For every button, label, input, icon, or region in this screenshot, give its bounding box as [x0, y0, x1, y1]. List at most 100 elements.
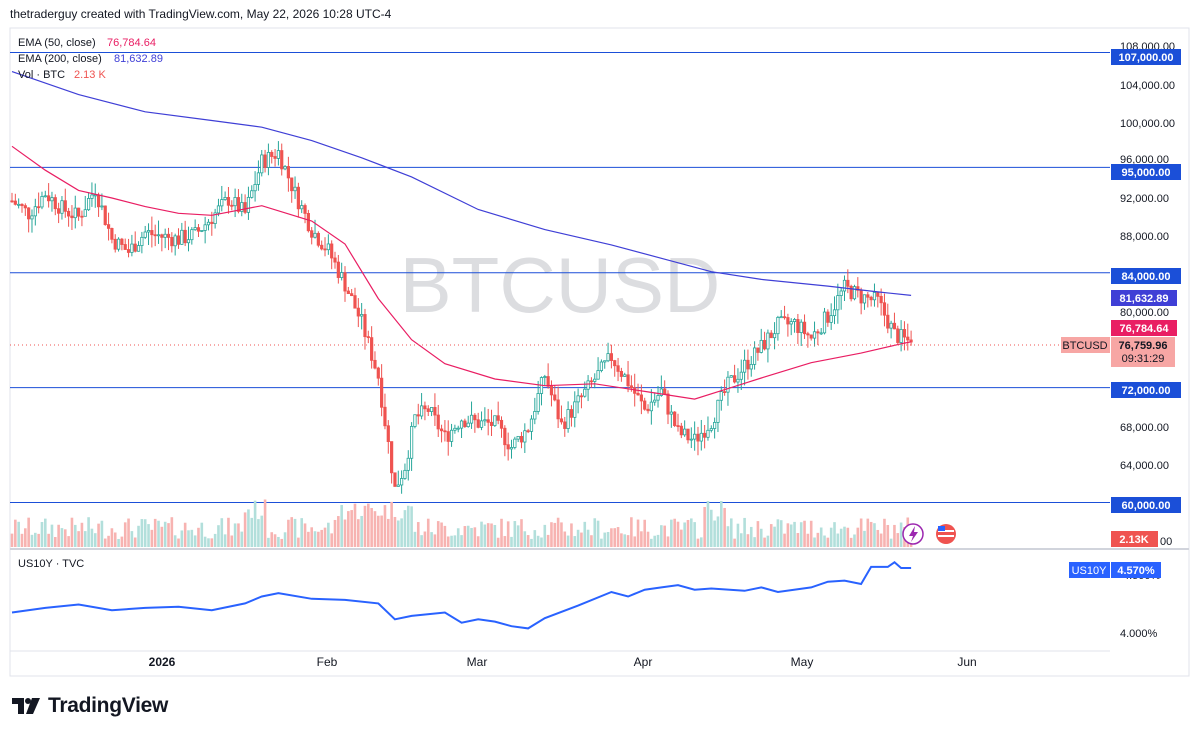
- candle[interactable]: [812, 331, 817, 339]
- candle[interactable]: [123, 244, 127, 250]
- candle[interactable]: [426, 408, 430, 412]
- candle[interactable]: [459, 420, 464, 429]
- candle[interactable]: [27, 207, 31, 220]
- candle[interactable]: [553, 394, 557, 401]
- candle[interactable]: [489, 421, 494, 426]
- candle[interactable]: [766, 332, 770, 350]
- candle[interactable]: [889, 322, 893, 329]
- candle[interactable]: [200, 230, 204, 232]
- candle[interactable]: [779, 316, 783, 319]
- candle[interactable]: [53, 197, 57, 210]
- candle[interactable]: [419, 405, 424, 417]
- candle[interactable]: [383, 406, 387, 427]
- candle[interactable]: [303, 205, 307, 214]
- candle[interactable]: [543, 376, 547, 378]
- candle[interactable]: [376, 367, 380, 379]
- candle[interactable]: [380, 377, 384, 408]
- candle[interactable]: [636, 392, 640, 396]
- candle[interactable]: [250, 190, 254, 198]
- candle[interactable]: [713, 422, 717, 429]
- candle[interactable]: [203, 224, 207, 231]
- candle[interactable]: [643, 400, 647, 410]
- candle[interactable]: [113, 238, 117, 250]
- candle[interactable]: [326, 243, 330, 251]
- candle[interactable]: [130, 243, 134, 253]
- candle[interactable]: [220, 199, 224, 207]
- candle[interactable]: [739, 371, 743, 380]
- candle[interactable]: [296, 186, 300, 210]
- candle[interactable]: [253, 184, 257, 192]
- candle[interactable]: [423, 405, 427, 410]
- candle[interactable]: [340, 272, 344, 278]
- candle[interactable]: [729, 375, 733, 378]
- candle[interactable]: [886, 314, 890, 329]
- candle[interactable]: [749, 363, 753, 370]
- candle[interactable]: [806, 333, 810, 336]
- candle[interactable]: [663, 388, 667, 395]
- candle[interactable]: [736, 378, 740, 383]
- candle[interactable]: [506, 444, 510, 450]
- candle[interactable]: [519, 435, 524, 443]
- candle[interactable]: [323, 248, 327, 251]
- candle[interactable]: [792, 319, 797, 322]
- candle[interactable]: [223, 196, 227, 200]
- candle[interactable]: [386, 425, 390, 442]
- candle[interactable]: [846, 279, 850, 287]
- candle[interactable]: [466, 422, 470, 427]
- candle[interactable]: [619, 370, 623, 377]
- candle[interactable]: [363, 314, 367, 338]
- candle[interactable]: [703, 432, 707, 438]
- candle[interactable]: [206, 221, 211, 226]
- candle[interactable]: [77, 207, 81, 217]
- candle[interactable]: [50, 197, 54, 202]
- candle[interactable]: [772, 333, 777, 339]
- candle[interactable]: [686, 428, 690, 441]
- candle[interactable]: [283, 166, 287, 170]
- candle[interactable]: [30, 215, 34, 220]
- candle[interactable]: [583, 388, 587, 397]
- candle[interactable]: [473, 414, 477, 421]
- candle[interactable]: [573, 401, 577, 418]
- candle[interactable]: [656, 395, 660, 401]
- candle[interactable]: [866, 294, 870, 298]
- candle[interactable]: [892, 322, 897, 330]
- candle[interactable]: [659, 388, 663, 396]
- candle[interactable]: [333, 257, 337, 263]
- candle[interactable]: [23, 205, 27, 209]
- candle[interactable]: [616, 365, 620, 372]
- candle[interactable]: [346, 290, 350, 295]
- candle[interactable]: [802, 321, 807, 335]
- candle[interactable]: [403, 469, 407, 479]
- candle[interactable]: [852, 286, 857, 300]
- candle[interactable]: [336, 261, 340, 278]
- candle[interactable]: [330, 243, 334, 259]
- candle[interactable]: [429, 407, 434, 412]
- candle[interactable]: [263, 154, 267, 168]
- candle[interactable]: [486, 419, 490, 423]
- candle[interactable]: [476, 419, 480, 428]
- candle[interactable]: [836, 295, 840, 311]
- candle[interactable]: [409, 426, 414, 459]
- candle[interactable]: [60, 200, 64, 214]
- candle[interactable]: [443, 430, 447, 433]
- candle[interactable]: [683, 428, 687, 436]
- candle[interactable]: [13, 200, 17, 205]
- candle[interactable]: [236, 197, 241, 212]
- candle[interactable]: [483, 419, 487, 422]
- candle[interactable]: [133, 243, 137, 252]
- candle[interactable]: [233, 197, 237, 207]
- candle[interactable]: [596, 370, 600, 380]
- candle[interactable]: [566, 409, 570, 429]
- candle[interactable]: [593, 378, 597, 382]
- candle[interactable]: [353, 295, 357, 309]
- candle[interactable]: [136, 245, 141, 252]
- candle[interactable]: [246, 196, 251, 213]
- candle[interactable]: [799, 321, 803, 333]
- candle[interactable]: [343, 272, 347, 292]
- candle[interactable]: [809, 334, 813, 339]
- candle[interactable]: [859, 289, 863, 304]
- candle[interactable]: [436, 414, 440, 430]
- candle[interactable]: [613, 360, 617, 367]
- candle[interactable]: [213, 212, 217, 224]
